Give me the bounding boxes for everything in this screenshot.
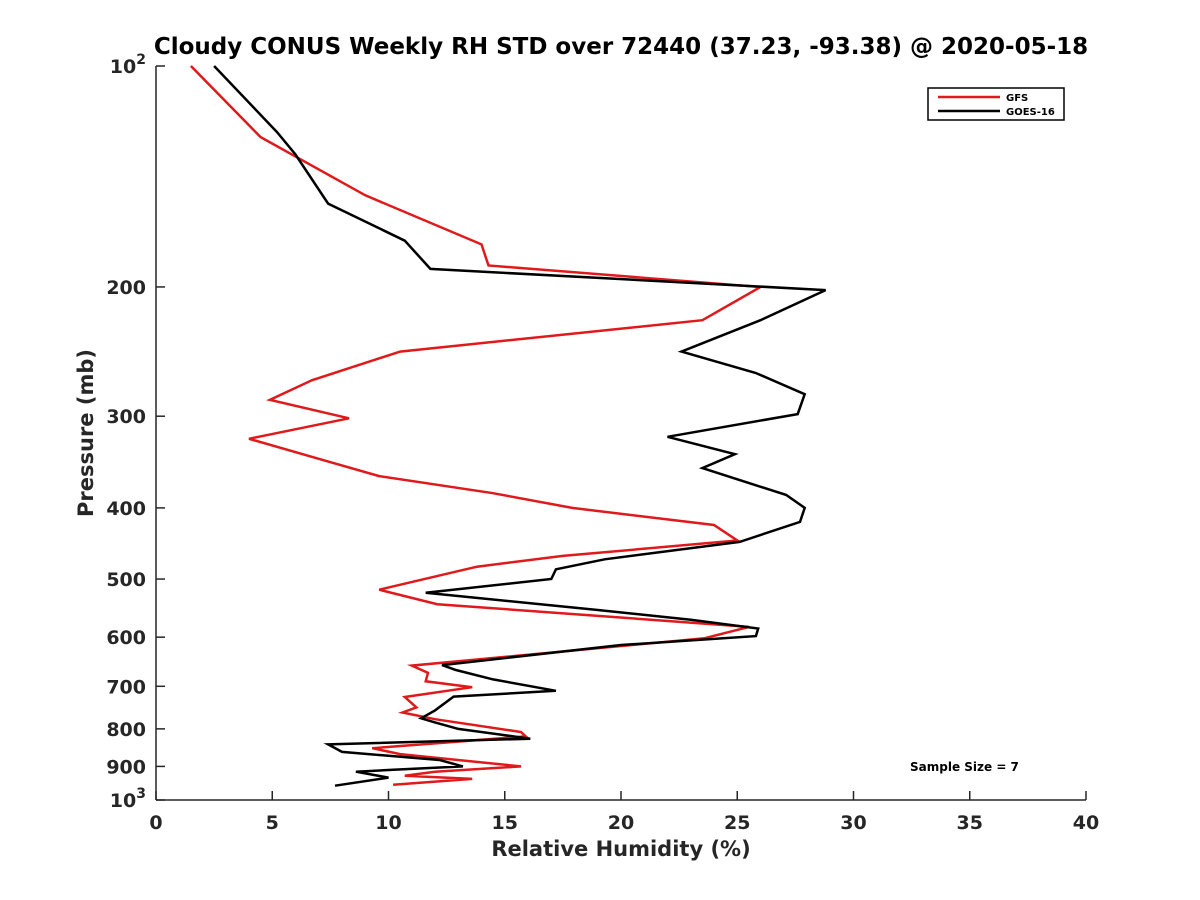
y-tick-label: 102 bbox=[110, 52, 146, 78]
x-tick-label: 30 bbox=[840, 812, 866, 834]
legend-label-gfs: GFS bbox=[1006, 93, 1028, 104]
series-lines bbox=[190, 65, 827, 787]
y-tick-label: 800 bbox=[106, 719, 146, 741]
x-tick-label: 40 bbox=[1073, 812, 1099, 834]
x-tick-label: 0 bbox=[149, 812, 162, 834]
y-tick-label: 400 bbox=[106, 498, 146, 520]
series-line-gfs bbox=[190, 65, 765, 786]
x-axis-label: Relative Humidity (%) bbox=[491, 837, 750, 861]
x-tick-label: 20 bbox=[608, 812, 634, 834]
y-axis-ticks: 102 200 300 400 500 600 700 800 900 103 bbox=[106, 52, 165, 812]
x-axis-ticks: 0 5 10 15 20 25 30 35 40 bbox=[149, 791, 1099, 834]
legend-label-goes-16: GOES-16 bbox=[1006, 107, 1055, 118]
plot-area: 0 5 10 15 20 25 30 35 40 102 200 300 400 500 600 700 80… bbox=[106, 52, 1099, 834]
y-tick-label: 900 bbox=[106, 756, 146, 778]
y-tick-label: 700 bbox=[106, 676, 146, 698]
y-tick-label: 600 bbox=[106, 627, 146, 649]
y-tick-label: 103 bbox=[110, 786, 146, 812]
x-tick-label: 15 bbox=[492, 812, 518, 834]
x-tick-label: 5 bbox=[266, 812, 279, 834]
x-tick-label: 25 bbox=[724, 812, 750, 834]
x-tick-label: 10 bbox=[375, 812, 401, 834]
y-tick-label: 300 bbox=[106, 406, 146, 428]
legend-box bbox=[927, 87, 1065, 121]
y-tick-label: 200 bbox=[106, 277, 146, 299]
y-tick-label: 500 bbox=[106, 569, 146, 591]
legend: GFS GOES-16 bbox=[927, 87, 1065, 121]
sample-size-annotation: Sample Size = 7 bbox=[910, 760, 1019, 774]
chart-title: Cloudy CONUS Weekly RH STD over 72440 (3… bbox=[154, 34, 1088, 60]
y-axis-label: Pressure (mb) bbox=[74, 349, 98, 517]
x-tick-label: 35 bbox=[957, 812, 983, 834]
series-line-goes-16 bbox=[213, 65, 827, 787]
